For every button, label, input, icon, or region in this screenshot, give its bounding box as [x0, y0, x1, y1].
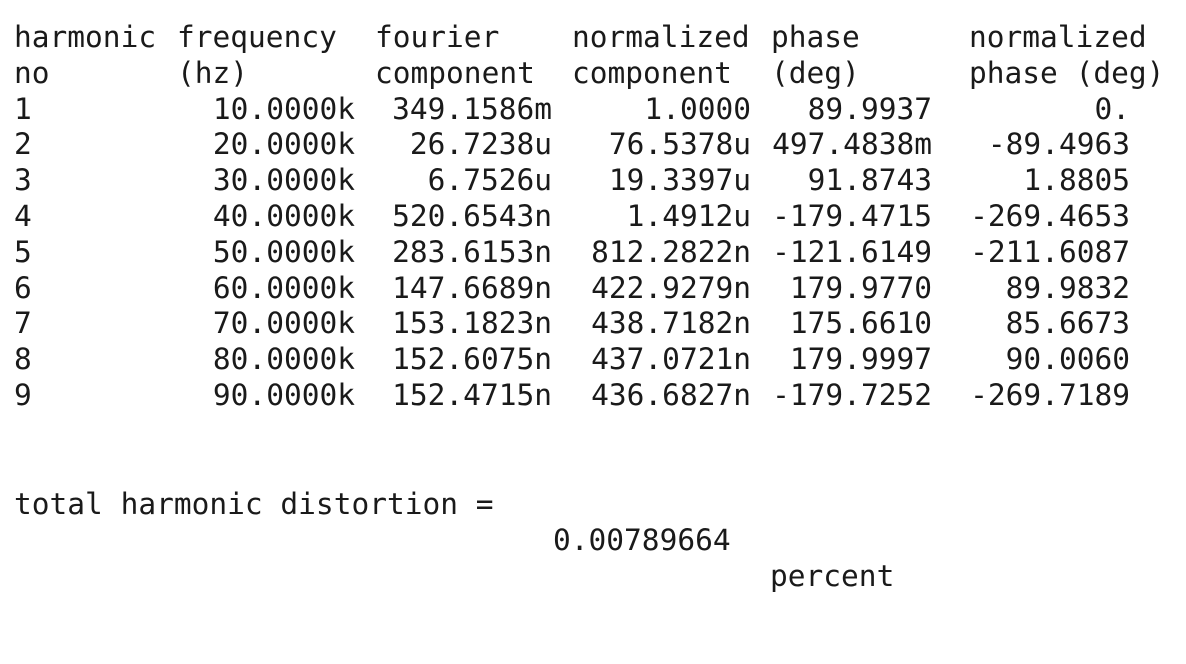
header-fourier: fourier: [375, 20, 500, 54]
frequency-value: 40.0000k: [212, 198, 355, 233]
table-row: 2 20.0000k 26.7238u 76.5378u 497.4838m -…: [14, 127, 1179, 163]
normalized-component-value: 422.9279n: [591, 270, 751, 305]
thd-unit: percent: [770, 558, 895, 593]
normalized-component-value: 76.5378u: [608, 127, 751, 162]
phase-value: 91.8743: [807, 163, 932, 198]
phase-value: 179.9997: [789, 342, 932, 377]
phase-value: 89.9937: [807, 91, 932, 126]
thd-label: total harmonic distortion =: [14, 486, 494, 521]
normalized-phase-value: -269.7189: [970, 377, 1130, 412]
normalized-phase-value: 85.6673: [1005, 306, 1130, 341]
phase-value: -179.4715: [772, 198, 932, 233]
fourier-component-value: 283.6153n: [392, 234, 552, 269]
header-harmonic: harmonic: [14, 20, 157, 54]
fourier-component-value: 153.1823n: [392, 306, 552, 341]
harmonic-no: 3: [14, 163, 32, 198]
thd-value: 0.00789664: [553, 522, 731, 557]
normalized-phase-value: -89.4963: [987, 127, 1130, 162]
normalized-phase-value: -269.4653: [970, 198, 1130, 233]
harmonic-no: 1: [14, 91, 32, 126]
table-row: 8 80.0000k 152.6075n 437.0721n 179.9997 …: [14, 342, 1179, 378]
header-component: component: [375, 55, 535, 90]
header-deg: (deg): [771, 55, 860, 90]
harmonic-no: 7: [14, 306, 32, 341]
harmonic-no: 2: [14, 127, 32, 162]
thd-summary: total harmonic distortion = 0.00789664 p…: [14, 450, 1179, 593]
header-normalized: normalized: [572, 20, 750, 54]
normalized-component-value: 1.0000: [644, 91, 751, 126]
table-row: 9 90.0000k 152.4715n 436.6827n -179.7252…: [14, 378, 1179, 414]
harmonic-no: 6: [14, 270, 32, 305]
header-row-2: no (hz) component component (deg) phase …: [14, 56, 1179, 92]
phase-value: 497.4838m: [772, 127, 932, 162]
fourier-component-value: 147.6689n: [392, 270, 552, 305]
frequency-value: 70.0000k: [212, 306, 355, 341]
fourier-analysis-output: harmonic frequency fourier normalized ph…: [14, 20, 1179, 593]
harmonic-no: 5: [14, 234, 32, 269]
harmonic-no: 8: [14, 342, 32, 377]
normalized-phase-value: 0.: [1094, 91, 1130, 126]
header-hz: (hz): [177, 55, 249, 90]
normalized-component-value: 1.4912u: [626, 198, 751, 233]
header-normalized-phase: normalized: [969, 20, 1147, 54]
fourier-component-value: 349.1586m: [392, 91, 552, 126]
normalized-component-value: 438.7182n: [591, 306, 751, 341]
normalized-component-value: 437.0721n: [591, 342, 751, 377]
table-row: 3 30.0000k 6.7526u 19.3397u 91.8743 1.88…: [14, 163, 1179, 199]
normalized-phase-value: -211.6087: [970, 234, 1130, 269]
frequency-value: 10.0000k: [212, 91, 355, 126]
frequency-value: 60.0000k: [212, 270, 355, 305]
frequency-value: 20.0000k: [212, 127, 355, 162]
harmonic-no: 9: [14, 377, 32, 412]
fourier-component-value: 152.4715n: [392, 377, 552, 412]
normalized-phase-value: 89.9832: [1005, 270, 1130, 305]
normalized-phase-value: 90.0060: [1005, 342, 1130, 377]
spacer: [14, 414, 1179, 450]
normalized-phase-value: 1.8805: [1023, 163, 1130, 198]
fourier-component-value: 26.7238u: [409, 127, 552, 162]
header-normalized-component: component: [572, 55, 732, 90]
table-row: 4 40.0000k 520.6543n 1.4912u -179.4715 -…: [14, 199, 1179, 235]
header-phase-deg: phase (deg): [969, 55, 1165, 90]
phase-value: 179.9770: [789, 270, 932, 305]
header-row-1: harmonic frequency fourier normalized ph…: [14, 20, 1179, 56]
table-row: 1 10.0000k 349.1586m 1.0000 89.9937 0.: [14, 92, 1179, 128]
header-frequency: frequency: [177, 20, 337, 54]
fourier-component-value: 152.6075n: [392, 342, 552, 377]
phase-value: -179.7252: [772, 377, 932, 412]
table-row: 5 50.0000k 283.6153n 812.2822n -121.6149…: [14, 235, 1179, 271]
fourier-component-value: 6.7526u: [427, 163, 552, 198]
frequency-value: 90.0000k: [212, 377, 355, 412]
table-row: 7 70.0000k 153.1823n 438.7182n 175.6610 …: [14, 306, 1179, 342]
frequency-value: 80.0000k: [212, 342, 355, 377]
phase-value: 175.6610: [789, 306, 932, 341]
normalized-component-value: 812.2822n: [591, 234, 751, 269]
header-phase: phase: [771, 20, 860, 54]
table-row: 6 60.0000k 147.6689n 422.9279n 179.9770 …: [14, 271, 1179, 307]
phase-value: -121.6149: [772, 234, 932, 269]
frequency-value: 30.0000k: [212, 163, 355, 198]
normalized-component-value: 436.6827n: [591, 377, 751, 412]
header-no: no: [14, 55, 50, 90]
fourier-component-value: 520.6543n: [392, 198, 552, 233]
normalized-component-value: 19.3397u: [608, 163, 751, 198]
frequency-value: 50.0000k: [212, 234, 355, 269]
harmonic-no: 4: [14, 198, 32, 233]
